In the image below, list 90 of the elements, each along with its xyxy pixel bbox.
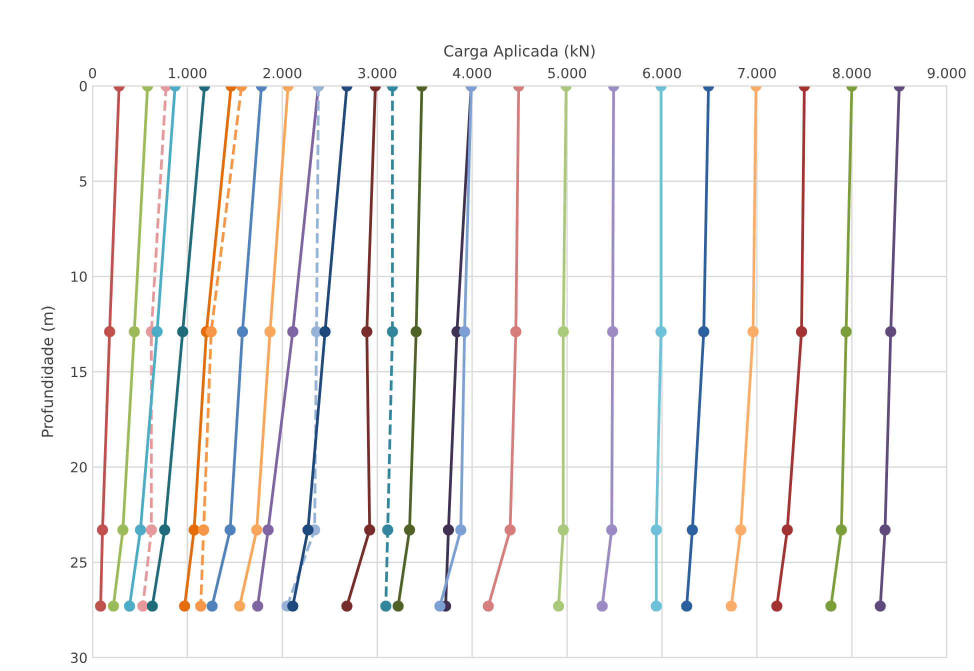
- point: [558, 524, 569, 536]
- x-tick-label: 4.000: [452, 68, 492, 78]
- x-tick-label: 8.000: [832, 68, 871, 78]
- point: [655, 326, 667, 338]
- point: [341, 600, 352, 612]
- point: [96, 524, 108, 536]
- point: [302, 524, 314, 536]
- x-tick-label: 1.000: [169, 68, 206, 78]
- point: [558, 326, 569, 338]
- point: [442, 524, 454, 536]
- y-tick-label: 10: [72, 271, 87, 282]
- point: [380, 600, 392, 612]
- y-tick-label: 5: [80, 176, 86, 187]
- point: [874, 600, 886, 612]
- point: [735, 524, 746, 536]
- point: [455, 524, 466, 536]
- point: [771, 600, 782, 612]
- point: [124, 600, 136, 612]
- point: [128, 326, 140, 338]
- point: [434, 600, 446, 612]
- point: [206, 600, 218, 612]
- point: [198, 524, 210, 536]
- x-axis-title: Carga Aplicada (kN): [444, 44, 595, 60]
- point: [482, 600, 494, 612]
- point: [782, 524, 793, 536]
- point: [287, 600, 298, 612]
- point: [234, 600, 246, 612]
- point: [95, 600, 106, 612]
- point: [117, 524, 128, 536]
- point: [840, 326, 852, 338]
- x-tick-label: 3.000: [358, 68, 396, 78]
- point: [459, 326, 470, 338]
- point: [606, 524, 618, 536]
- point: [650, 600, 662, 612]
- y-tick-label: 30: [71, 652, 87, 664]
- point: [137, 600, 148, 612]
- point: [252, 600, 264, 612]
- x-tick-label: 5.000: [548, 68, 586, 78]
- point: [504, 524, 516, 536]
- y-axis-title: Profundidade (m): [41, 306, 55, 437]
- point: [264, 326, 276, 338]
- point: [726, 600, 737, 612]
- point: [386, 326, 398, 338]
- point: [650, 524, 662, 536]
- point: [159, 524, 170, 536]
- point: [392, 600, 404, 612]
- point: [364, 524, 376, 536]
- point: [251, 524, 262, 536]
- point: [748, 326, 759, 338]
- point: [188, 524, 200, 536]
- y-tick-label: 20: [71, 462, 87, 472]
- y-tick-label: 15: [72, 366, 86, 378]
- point: [146, 524, 157, 536]
- point: [686, 524, 698, 536]
- point: [698, 326, 710, 338]
- point: [825, 600, 836, 612]
- point: [361, 326, 372, 338]
- x-tick-label: 0: [89, 68, 96, 78]
- y-tick-label: 0: [80, 80, 87, 92]
- point: [262, 524, 274, 536]
- y-tick-label: 25: [71, 557, 86, 568]
- point: [879, 524, 891, 536]
- x-tick-label: 7.000: [738, 68, 776, 78]
- point: [287, 326, 298, 338]
- point: [108, 600, 119, 612]
- point: [146, 600, 158, 612]
- point: [152, 326, 163, 338]
- point: [177, 326, 188, 338]
- point: [179, 600, 190, 612]
- point: [410, 326, 422, 338]
- point: [607, 326, 618, 338]
- point: [382, 524, 394, 536]
- point: [681, 600, 692, 612]
- point: [236, 326, 248, 338]
- point: [224, 524, 236, 536]
- x-tick-label: 6.000: [643, 68, 681, 78]
- point: [796, 326, 808, 338]
- point: [836, 524, 847, 536]
- point: [596, 600, 608, 612]
- point: [195, 600, 206, 612]
- point: [320, 326, 331, 338]
- point: [104, 326, 116, 338]
- point: [404, 524, 416, 536]
- x-tick-label: 9.000: [928, 68, 966, 78]
- x-tick-label: 2.000: [263, 68, 302, 78]
- point: [885, 326, 896, 338]
- point: [552, 600, 564, 612]
- point: [134, 524, 146, 536]
- point: [206, 326, 217, 338]
- point: [510, 326, 522, 338]
